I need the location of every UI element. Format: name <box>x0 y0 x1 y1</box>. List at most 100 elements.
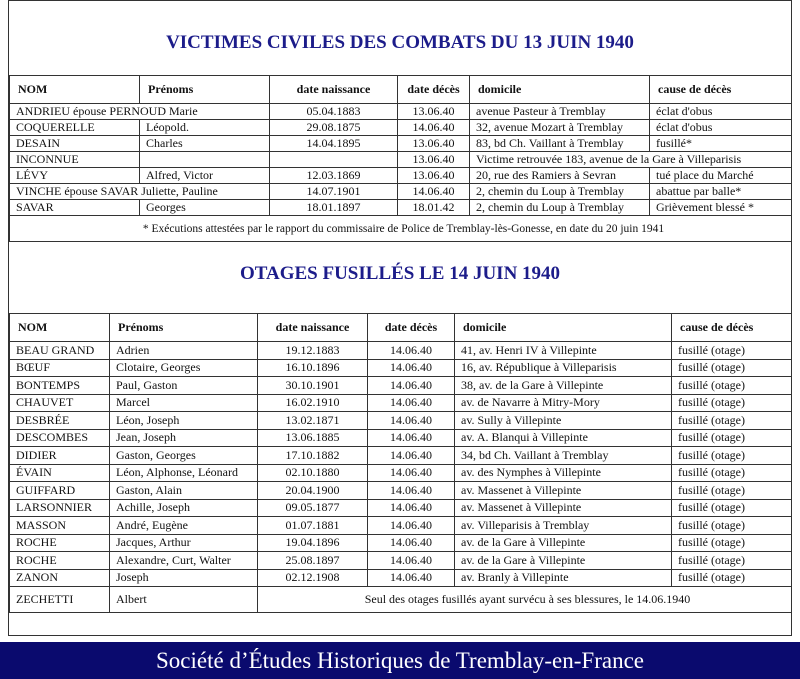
cell-prenoms: Jean, Joseph <box>109 428 258 447</box>
row: VINCHE épouse SAVAR Juliette, Pauline 14.… <box>9 183 792 200</box>
cell-domicile: av. A. Blanqui à Villepinte <box>454 428 672 447</box>
row: LÉVY Alfred, Victor 12.03.1869 13.06.40 20, … <box>9 167 792 184</box>
cell-deces: 13.06.40 <box>397 103 470 120</box>
cell-nom: LÉVY <box>9 167 140 184</box>
row: ROCHE Jacques, Arthur 19.04.1896 14.06.40 av… <box>9 533 792 552</box>
cell-naissance: 14.07.1901 <box>269 183 398 200</box>
footer: Société d’Études Historiques de Tremblay… <box>0 642 800 679</box>
row: ANDRIEU épouse PERNOUD Marie 05.04.1883 13… <box>9 103 792 120</box>
cell-prenoms: Jacques, Arthur <box>109 533 258 552</box>
cell-naissance: 14.04.1895 <box>269 135 398 152</box>
cell-domicile: av. de la Gare à Villepinte <box>454 551 672 570</box>
cell-cause: fusillé (otage) <box>671 551 792 570</box>
column-header: domicile <box>469 75 650 104</box>
cell-prenoms: Georges <box>139 199 270 216</box>
cell-cause: fusillé* <box>649 135 792 152</box>
section-title: VICTIMES CIVILES DES COMBATS DU 13 JUIN … <box>166 32 634 53</box>
column-header: cause de décès <box>671 313 792 342</box>
cell-nom: MASSON <box>9 516 110 535</box>
cell-deces: 14.06.40 <box>367 463 455 482</box>
column-header: cause de décès <box>649 75 792 104</box>
cell-deces: 14.06.40 <box>367 533 455 552</box>
column-header: date naissance <box>269 75 398 104</box>
cell-nom: DESBRÉE <box>9 411 110 430</box>
cell-naissance: 12.03.1869 <box>269 167 398 184</box>
cell-naissance: 29.08.1875 <box>269 119 398 136</box>
row: GUIFFARD Gaston, Alain 20.04.1900 14.06.40 a… <box>9 481 792 500</box>
row: MASSON André, Eugène 01.07.1881 14.06.40 av.… <box>9 516 792 535</box>
row: BEAU GRAND Adrien 19.12.1883 14.06.40 41, av… <box>9 341 792 360</box>
cell-naissance: 05.04.1883 <box>269 103 398 120</box>
cell-deces: 14.06.40 <box>367 341 455 360</box>
cell-domicile: 41, av. Henri IV à Villepinte <box>454 341 672 360</box>
cell-prenoms: Marcel <box>109 393 258 412</box>
cell-naissance: 25.08.1897 <box>257 551 368 570</box>
cell-domicile: avenue Pasteur à Tremblay <box>469 103 650 120</box>
column-header: domicile <box>454 313 672 342</box>
cell-deces: 14.06.40 <box>367 393 455 412</box>
row: DESCOMBES Jean, Joseph 13.06.1885 14.06.40 a… <box>9 428 792 447</box>
cell-prenoms: Adrien <box>109 341 258 360</box>
cell-prenoms: Léopold. <box>139 119 270 136</box>
row: ROCHE Alexandre, Curt, Walter 25.08.1897 14… <box>9 551 792 570</box>
cell-nom: BONTEMPS <box>9 376 110 395</box>
cell-deces: 14.06.40 <box>367 376 455 395</box>
cell-nom: GUIFFARD <box>9 481 110 500</box>
cell-nom: INCONNUE <box>9 151 140 168</box>
cell-cause: fusillé (otage) <box>671 481 792 500</box>
cell-prenoms <box>139 151 270 168</box>
cell-prenoms: Alfred, Victor <box>139 167 270 184</box>
cell-nom: VINCHE épouse SAVAR Juliette, Pauline <box>9 183 270 200</box>
cell-domicile: 2, chemin du Loup à Tremblay <box>469 183 650 200</box>
cell-nom: DIDIER <box>9 446 110 465</box>
cell-cause: éclat d'obus <box>649 119 792 136</box>
cell-prenoms: Achille, Joseph <box>109 498 258 517</box>
row: SAVAR Georges 18.01.1897 18.01.42 2, chemin … <box>9 199 792 216</box>
cell-prenoms: Gaston, Georges <box>109 446 258 465</box>
row: LARSONNIER Achille, Joseph 09.05.1877 14.06… <box>9 498 792 517</box>
cell-nom: ANDRIEU épouse PERNOUD Marie <box>9 103 270 120</box>
column-header: Prénoms <box>139 75 270 104</box>
cell-naissance: 02.12.1908 <box>257 568 368 587</box>
cell-cause: fusillé (otage) <box>671 446 792 465</box>
row: BŒUF Clotaire, Georges 16.10.1896 14.06.40 1… <box>9 358 792 377</box>
cell-domicile: av. Massenet à Villepinte <box>454 481 672 500</box>
cell-cause: tué place du Marché <box>649 167 792 184</box>
cell-domicile: 16, av. République à Villeparisis <box>454 358 672 377</box>
cell-cause: éclat d'obus <box>649 103 792 120</box>
cell-note: Seul des otages fusillés ayant survécu à… <box>257 586 792 613</box>
cell-nom: DESCOMBES <box>9 428 110 447</box>
cell-cause: Grièvement blessé * <box>649 199 792 216</box>
row: ZANON Joseph 02.12.1908 14.06.40 av. Branly … <box>9 568 792 587</box>
cell-naissance: 16.10.1896 <box>257 358 368 377</box>
cell-nom: BŒUF <box>9 358 110 377</box>
cell-domicile: 34, bd Ch. Vaillant à Tremblay <box>454 446 672 465</box>
column-header: NOM <box>9 313 110 342</box>
cell-cause: fusillé (otage) <box>671 463 792 482</box>
cell-nom: DESAIN <box>9 135 140 152</box>
cell-naissance: 20.04.1900 <box>257 481 368 500</box>
document-frame: VICTIMES CIVILES DES COMBATS DU 13 JUIN … <box>8 0 792 636</box>
cell-nom: ZANON <box>9 568 110 587</box>
cell-prenoms: Joseph <box>109 568 258 587</box>
cell-cause: fusillé (otage) <box>671 516 792 535</box>
cell-nom: SAVAR <box>9 199 140 216</box>
cell-cause: fusillé (otage) <box>671 498 792 517</box>
cell-domicile: av. de Navarre à Mitry-Mory <box>454 393 672 412</box>
cell-naissance: 01.07.1881 <box>257 516 368 535</box>
cell-deces: 14.06.40 <box>367 481 455 500</box>
header-row: NOM Prénoms date naissance date décès domici… <box>9 313 792 342</box>
cell-deces: 14.06.40 <box>367 446 455 465</box>
cell-naissance: 16.02.1910 <box>257 393 368 412</box>
cell-naissance: 13.02.1871 <box>257 411 368 430</box>
cell-domicile: 83, bd Ch. Vaillant à Tremblay <box>469 135 650 152</box>
row: ZECHETTI Albert Seul des otages fusillés a… <box>9 586 792 613</box>
cell-domicile: av. Massenet à Villepinte <box>454 498 672 517</box>
cell-naissance: 17.10.1882 <box>257 446 368 465</box>
column-header: date décès <box>367 313 455 342</box>
row: ÉVAIN Léon, Alphonse, Léonard 02.10.1880 14… <box>9 463 792 482</box>
cell-deces: 14.06.40 <box>367 498 455 517</box>
cell-deces: 14.06.40 <box>367 516 455 535</box>
footnote: * Exécutions attestées par le rapport du… <box>9 215 792 242</box>
